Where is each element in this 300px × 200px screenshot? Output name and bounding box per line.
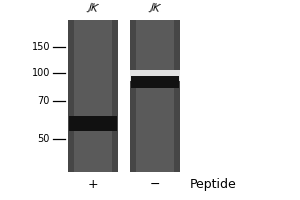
Bar	[131, 76, 179, 88]
Bar	[68, 20, 74, 172]
Text: +: +	[88, 178, 98, 191]
Text: 100: 100	[32, 68, 50, 78]
Text: 150: 150	[32, 42, 50, 52]
Bar	[130, 20, 180, 172]
Bar	[68, 20, 118, 172]
Text: JK: JK	[149, 3, 161, 14]
Bar	[174, 20, 180, 172]
Bar	[130, 20, 136, 172]
Text: 70: 70	[38, 96, 50, 106]
Text: JK: JK	[87, 3, 99, 14]
Bar	[69, 116, 117, 131]
Bar	[130, 70, 180, 81]
Text: 50: 50	[38, 134, 50, 144]
Text: −: −	[150, 178, 160, 191]
Bar	[118, 20, 130, 172]
Bar	[112, 20, 118, 172]
Text: Peptide: Peptide	[190, 178, 237, 191]
